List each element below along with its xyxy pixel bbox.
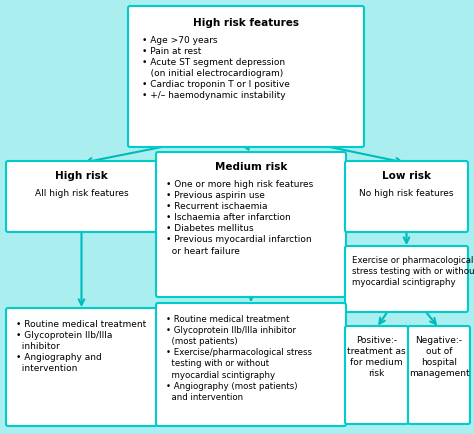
FancyBboxPatch shape [345,246,468,312]
FancyBboxPatch shape [408,326,470,424]
FancyBboxPatch shape [6,161,157,232]
Text: High risk features: High risk features [193,18,299,28]
FancyBboxPatch shape [156,303,346,426]
Text: • Routine medical treatment
• Glycoprotein IIb/IIIa inhibitor
  (most patients)
: • Routine medical treatment • Glycoprote… [166,315,312,402]
FancyBboxPatch shape [345,161,468,232]
Text: High risk: High risk [55,171,108,181]
Text: Positive:-
treatment as
for medium
risk: Positive:- treatment as for medium risk [347,336,406,378]
FancyBboxPatch shape [345,326,408,424]
Text: Medium risk: Medium risk [215,162,287,172]
Text: • One or more high risk features
• Previous aspirin use
• Recurrent ischaemia
• : • One or more high risk features • Previ… [166,180,313,256]
Text: • Age >70 years
• Pain at rest
• Acute ST segment depression
   (on initial elec: • Age >70 years • Pain at rest • Acute S… [142,36,290,101]
Text: No high risk features: No high risk features [359,189,454,198]
FancyBboxPatch shape [128,6,364,147]
FancyBboxPatch shape [156,152,346,297]
Text: Low risk: Low risk [382,171,431,181]
Text: All high risk features: All high risk features [35,189,128,198]
FancyBboxPatch shape [6,308,157,426]
Text: Exercise or pharmacological
stress testing with or without
myocardial scintigrap: Exercise or pharmacological stress testi… [352,256,474,287]
Text: Negative:-
out of
hospital
management: Negative:- out of hospital management [409,336,469,378]
Text: • Routine medical treatment
• Glycoprotein IIb/IIIa
  inhibitor
• Angiography an: • Routine medical treatment • Glycoprote… [16,320,146,373]
